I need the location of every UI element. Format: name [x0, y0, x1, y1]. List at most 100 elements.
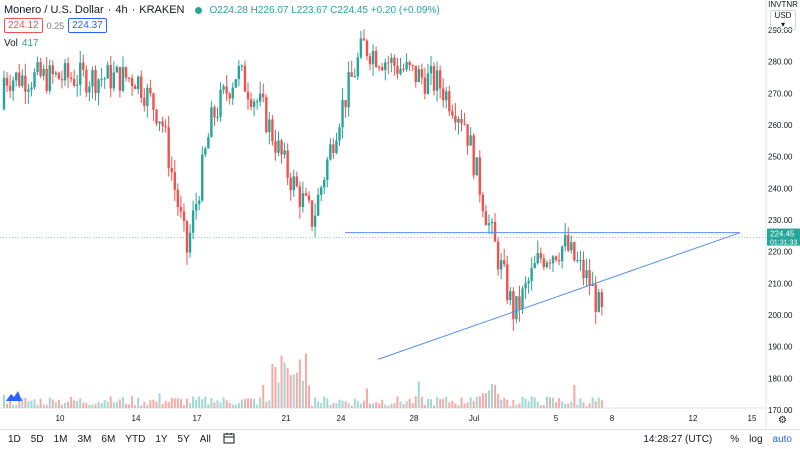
volume-legend: Vol 417	[4, 38, 39, 49]
candle-body	[76, 84, 79, 86]
volume-bar	[170, 397, 173, 408]
volume-bar	[347, 403, 350, 408]
timeframe-1d[interactable]: 1D	[8, 434, 21, 445]
utc-clock[interactable]: 14:28:27 (UTC)	[643, 434, 713, 445]
volume-bar	[323, 396, 326, 408]
separator: ·	[131, 4, 136, 16]
volume-bar	[27, 401, 30, 408]
candle-body	[341, 100, 344, 128]
volume-bar	[570, 401, 573, 408]
timeframe-1y[interactable]: 1Y	[155, 434, 168, 445]
candle-body	[387, 62, 390, 64]
candle-body	[515, 296, 518, 320]
candle-body	[466, 124, 469, 146]
candle-body	[259, 93, 262, 102]
volume-bar	[210, 397, 213, 408]
candle-body	[469, 135, 472, 146]
candle-body	[109, 64, 112, 89]
buy-price-button[interactable]: 224.37	[68, 18, 107, 33]
candle-body	[91, 69, 94, 87]
timeframe-3m[interactable]: 3M	[77, 434, 92, 445]
candle-body	[344, 100, 347, 108]
candle-body	[326, 159, 329, 181]
candle-body	[176, 189, 180, 208]
volume-bar	[500, 399, 503, 408]
volume-bar	[430, 399, 432, 408]
price-chart[interactable]: 170.00 180.00 190.00 200.00 210.00 220.00 230.…	[0, 0, 800, 429]
candle-body	[118, 67, 122, 91]
candle-body	[567, 235, 570, 251]
candle-body	[79, 62, 82, 85]
volume-bar	[594, 401, 597, 408]
volume-bar	[91, 404, 94, 408]
volume-bar	[365, 388, 368, 408]
volume-bar	[79, 398, 82, 408]
timeframe-5y[interactable]: 5Y	[177, 434, 190, 445]
currency-unit-button[interactable]: USD ▾	[770, 10, 796, 30]
log-scale-toggle[interactable]: log	[749, 434, 763, 445]
candle-body	[106, 64, 109, 79]
volume-bar	[143, 401, 146, 408]
candle-body	[88, 86, 91, 93]
timeframe-ytd[interactable]: YTD	[125, 434, 146, 445]
percent-scale-toggle[interactable]: %	[730, 434, 740, 445]
x-tick-label: 12	[689, 414, 698, 423]
timeframe-5d[interactable]: 5D	[30, 434, 44, 445]
candle-body	[188, 232, 192, 253]
volume-bar	[67, 401, 70, 408]
candle-body	[283, 150, 286, 155]
volume-bar	[332, 402, 335, 408]
volume-bar	[423, 404, 426, 408]
y-tick-label: 260.00	[768, 121, 793, 130]
tradingview-logo-icon[interactable]	[6, 390, 22, 402]
candle-body	[320, 187, 323, 195]
price-scale-mode[interactable]: INVTNR	[768, 0, 798, 9]
volume-bar	[542, 404, 545, 408]
volume-bar	[21, 397, 24, 408]
volume-bar	[463, 403, 466, 408]
candle-body	[103, 78, 106, 80]
x-tick-label: Jul	[469, 414, 479, 423]
symbol-title[interactable]: Monero / U.S. Dollar	[4, 4, 104, 16]
candle-body	[39, 62, 42, 77]
y-tick-label: 220.00	[768, 248, 793, 257]
volume-bar	[54, 401, 57, 408]
candle-body	[210, 107, 213, 138]
volume-bar	[362, 400, 365, 408]
volume-bar	[536, 401, 539, 408]
candle-body	[429, 66, 433, 74]
timeframe-6m[interactable]: 6M	[101, 434, 116, 445]
candle-body	[524, 283, 527, 289]
candle-body	[460, 118, 463, 124]
volume-bar	[481, 393, 484, 408]
volume-bar	[155, 401, 158, 408]
candle-body	[506, 264, 509, 301]
go-to-date-icon[interactable]	[223, 432, 235, 447]
candle-body	[15, 72, 18, 81]
candle-body	[182, 211, 186, 222]
settings-gear-icon[interactable]: ⚙	[778, 415, 787, 426]
timeframe-1m[interactable]: 1M	[53, 434, 68, 445]
candle-body	[191, 210, 195, 233]
timeframe-all[interactable]: All	[199, 434, 211, 445]
volume-bar	[39, 398, 42, 408]
volume-bar	[234, 404, 237, 408]
volume-bar	[295, 372, 298, 408]
candle-body	[234, 79, 237, 88]
candle-body	[402, 69, 405, 71]
candle-body	[274, 141, 277, 153]
candle-body	[451, 111, 454, 116]
volume-bar	[97, 402, 100, 408]
volume-bar	[6, 403, 9, 408]
interval-label[interactable]: 4h	[115, 4, 128, 16]
volume-bar	[381, 399, 384, 408]
sell-price-button[interactable]: 224.12	[4, 18, 43, 33]
y-tick-label: 180.00	[768, 374, 793, 383]
auto-scale-toggle[interactable]: auto	[772, 434, 792, 445]
volume-bar	[399, 401, 402, 408]
volume-bar	[45, 404, 48, 408]
volume-bar	[243, 398, 246, 408]
volume-bar	[506, 399, 509, 408]
candle-body	[5, 77, 9, 86]
candle-body	[280, 140, 283, 155]
